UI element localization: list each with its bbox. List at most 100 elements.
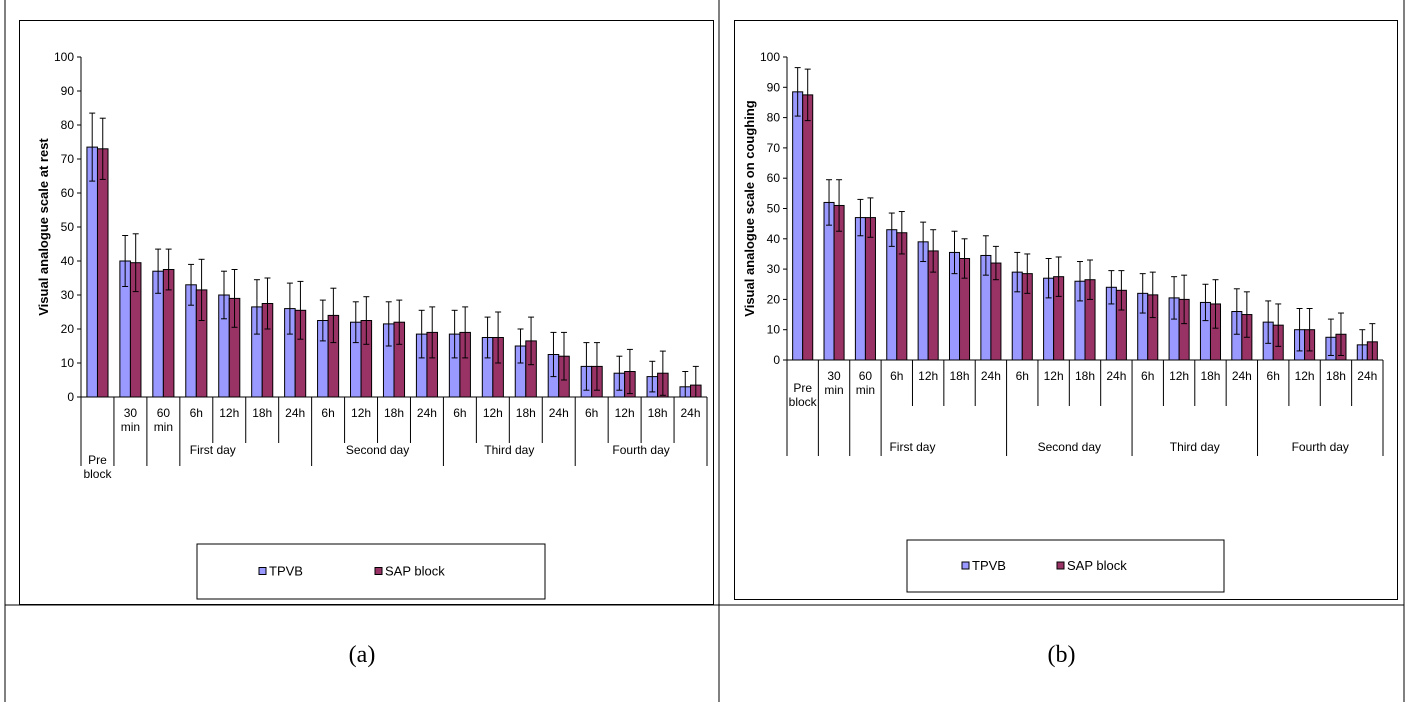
y-tick-label: 70: [767, 141, 781, 155]
caption-b: (b): [1047, 642, 1076, 668]
chart-panel-a: 0 10 20 30 40 50 60 70 80 90 100 Visual analogue sc…: [19, 20, 714, 605]
y-tick-label: 30: [61, 288, 75, 302]
x-group-label: Second day: [1038, 440, 1101, 454]
x-group-label: Third day: [484, 443, 534, 457]
y-axis-title: Visual analogue scale at rest: [36, 138, 51, 316]
x-tick-label: 12h: [1295, 369, 1315, 383]
bar-tpvb: [886, 229, 898, 361]
x-tick-label: min: [824, 383, 843, 397]
x-tick-label: 12h: [1044, 369, 1064, 383]
x-tick-label: 12h: [483, 406, 503, 420]
x-tick-label: block: [83, 467, 112, 481]
x-tick-label: 6h: [1016, 369, 1029, 383]
x-tick-label: 30: [124, 406, 138, 420]
y-tick-label: 60: [61, 186, 75, 200]
x-tick-label: 60: [157, 406, 171, 420]
x-tick-label: min: [121, 420, 140, 434]
x-tick-label: 18h: [1075, 369, 1095, 383]
y-tick-label: 40: [61, 254, 75, 268]
x-group-label: First day: [190, 443, 236, 457]
x-tick-label: min: [856, 383, 875, 397]
x-group-label: First day: [889, 440, 935, 454]
y-tick-label: 10: [61, 356, 75, 370]
x-tick-label: 6h: [190, 406, 203, 420]
x-tick-label: 18h: [950, 369, 970, 383]
x-group-label: Fourth day: [1292, 440, 1349, 454]
x-group-label: Third day: [1170, 440, 1220, 454]
y-tick-label: 50: [767, 202, 781, 216]
y-tick-label: 70: [61, 152, 75, 166]
x-tick-label: 18h: [516, 406, 536, 420]
chart-a: 0 10 20 30 40 50 60 70 80 90 100 Visual analogue sc…: [19, 20, 714, 605]
y-tick-label: 0: [773, 353, 780, 367]
y-tick-label: 60: [767, 171, 781, 185]
x-tick-label: 12h: [351, 406, 371, 420]
bar-sap-block: [864, 217, 876, 361]
x-tick-label: 24h: [1106, 369, 1126, 383]
x-tick-label: Pre: [793, 381, 812, 395]
legend-label-tpvb: TPVB: [269, 564, 303, 579]
y-tick-label: 40: [767, 232, 781, 246]
y-tick-label: 20: [767, 292, 781, 306]
x-tick-label: 24h: [1357, 369, 1377, 383]
legend-box: [196, 543, 546, 600]
x-tick-label: 12h: [918, 369, 938, 383]
y-tick-label: 10: [767, 323, 781, 337]
legend-box: [906, 539, 1225, 593]
legend-label-sap-block: SAP block: [385, 564, 445, 579]
x-tick-label: 60: [859, 369, 873, 383]
x-tick-label: 18h: [648, 406, 668, 420]
y-axis-title: Visual analogue scale on coughing: [742, 100, 757, 317]
y-tick-label: 90: [61, 84, 75, 98]
bar-tpvb: [792, 91, 804, 361]
legend-swatch-sap-block: [374, 567, 383, 575]
x-group-label: Fourth day: [612, 443, 669, 457]
y-tick-label: 30: [767, 262, 781, 276]
x-tick-label: block: [789, 395, 818, 409]
x-tick-label: 6h: [1141, 369, 1154, 383]
caption-a: (a): [348, 642, 376, 668]
x-tick-label: 12h: [1169, 369, 1189, 383]
y-tick-label: 100: [54, 50, 74, 64]
x-tick-label: 18h: [384, 406, 404, 420]
bar-tpvb: [823, 201, 835, 361]
x-tick-label: 6h: [321, 406, 334, 420]
legend-swatch-sap-block: [1056, 561, 1065, 570]
chart-panel-b: 0 10 20 30 40 50 60 70 80 90 100 Visual analogue sc…: [734, 20, 1398, 600]
x-tick-label: 12h: [219, 406, 239, 420]
x-tick-label: 6h: [453, 406, 466, 420]
x-tick-label: 12h: [615, 406, 635, 420]
bar-tpvb: [854, 217, 866, 361]
x-tick-label: 24h: [981, 369, 1001, 383]
x-tick-label: 6h: [1267, 369, 1280, 383]
bar-sap-block: [96, 148, 109, 398]
y-tick-label: 0: [67, 390, 74, 404]
x-tick-label: 18h: [1200, 369, 1220, 383]
legend-swatch-tpvb: [961, 561, 970, 570]
x-group-label: Second day: [346, 443, 409, 457]
x-tick-label: 6h: [890, 369, 903, 383]
legend-swatch-tpvb: [258, 567, 267, 575]
legend-label-sap-block: SAP block: [1067, 558, 1127, 573]
bar-tpvb: [86, 146, 98, 398]
y-tick-label: 20: [61, 322, 75, 336]
x-tick-label: min: [154, 420, 173, 434]
y-tick-label: 50: [61, 220, 75, 234]
x-tick-label: 18h: [1326, 369, 1346, 383]
x-tick-label: 24h: [285, 406, 305, 420]
bar-sap-block: [802, 94, 814, 361]
y-tick-label: 80: [767, 111, 781, 125]
x-tick-label: 24h: [681, 406, 701, 420]
legend-label-tpvb: TPVB: [972, 558, 1006, 573]
y-tick-label: 80: [61, 118, 75, 132]
x-tick-label: Pre: [88, 453, 107, 467]
x-tick-label: 24h: [1232, 369, 1252, 383]
x-tick-label: 18h: [252, 406, 272, 420]
y-tick-label: 100: [760, 50, 780, 64]
chart-b: 0 10 20 30 40 50 60 70 80 90 100 Visual analogue sc…: [734, 20, 1398, 600]
x-tick-label: 30: [827, 369, 841, 383]
x-tick-label: 6h: [585, 406, 598, 420]
x-tick-label: 24h: [417, 406, 437, 420]
y-tick-label: 90: [767, 80, 781, 94]
